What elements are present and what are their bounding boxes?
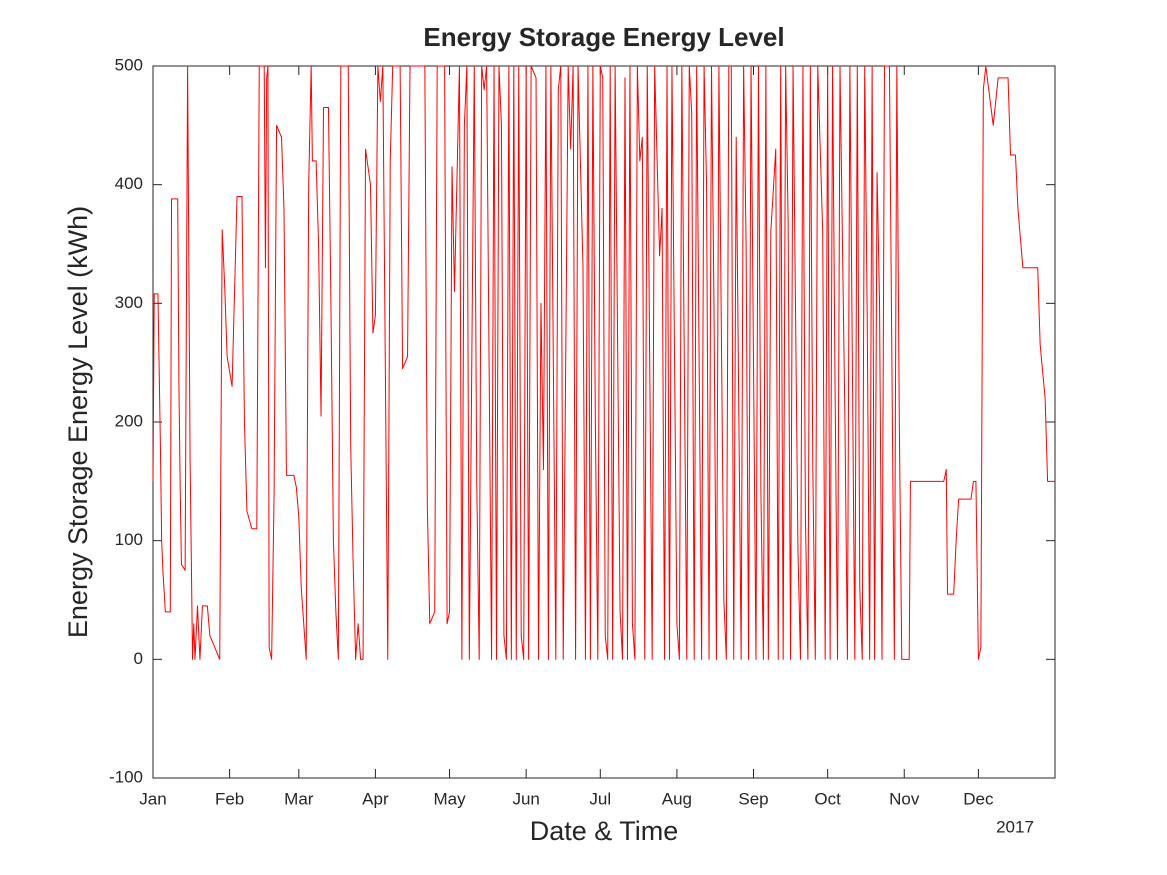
x-axis-year: 2017	[996, 817, 1034, 836]
x-axis-label: Date & Time	[530, 816, 679, 846]
x-tick-label: Feb	[215, 789, 244, 808]
x-tick-label: Mar	[284, 789, 314, 808]
y-tick-label: 400	[115, 174, 143, 193]
x-tick-label: Dec	[963, 789, 994, 808]
y-tick-label: 0	[134, 649, 143, 668]
x-tick-label: Sep	[738, 789, 768, 808]
x-tick-label: Oct	[814, 789, 841, 808]
x-tick-label: Jul	[589, 789, 611, 808]
x-tick-label: May	[433, 789, 466, 808]
x-tick-label: Apr	[362, 789, 389, 808]
y-axis-label: Energy Storage Energy Level (kWh)	[63, 206, 93, 638]
y-tick-label: 300	[115, 293, 143, 312]
x-tick-label: Aug	[662, 789, 692, 808]
x-tick-label: Jan	[139, 789, 166, 808]
y-tick-label: 200	[115, 411, 143, 430]
y-tick-label: -100	[109, 767, 143, 786]
x-tick-label: Nov	[889, 789, 920, 808]
y-tick-label: 100	[115, 530, 143, 549]
chart-title: Energy Storage Energy Level	[423, 22, 784, 52]
x-tick-label: Jun	[512, 789, 539, 808]
y-tick-label: 500	[115, 55, 143, 74]
data-line	[152, 65, 1055, 660]
